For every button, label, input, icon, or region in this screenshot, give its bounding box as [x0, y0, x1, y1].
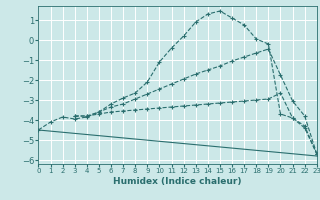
X-axis label: Humidex (Indice chaleur): Humidex (Indice chaleur) — [113, 177, 242, 186]
